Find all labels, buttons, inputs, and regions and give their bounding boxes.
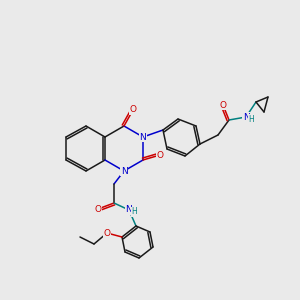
Text: N: N [121,167,128,176]
Text: N: N [243,112,249,122]
Text: O: O [130,106,136,115]
Text: H: H [131,208,137,217]
Text: O: O [94,205,101,214]
Text: O: O [220,100,226,109]
Text: N: N [140,133,146,142]
Text: O: O [157,151,164,160]
Text: N: N [126,206,132,214]
Text: H: H [248,115,254,124]
Text: O: O [103,229,110,238]
